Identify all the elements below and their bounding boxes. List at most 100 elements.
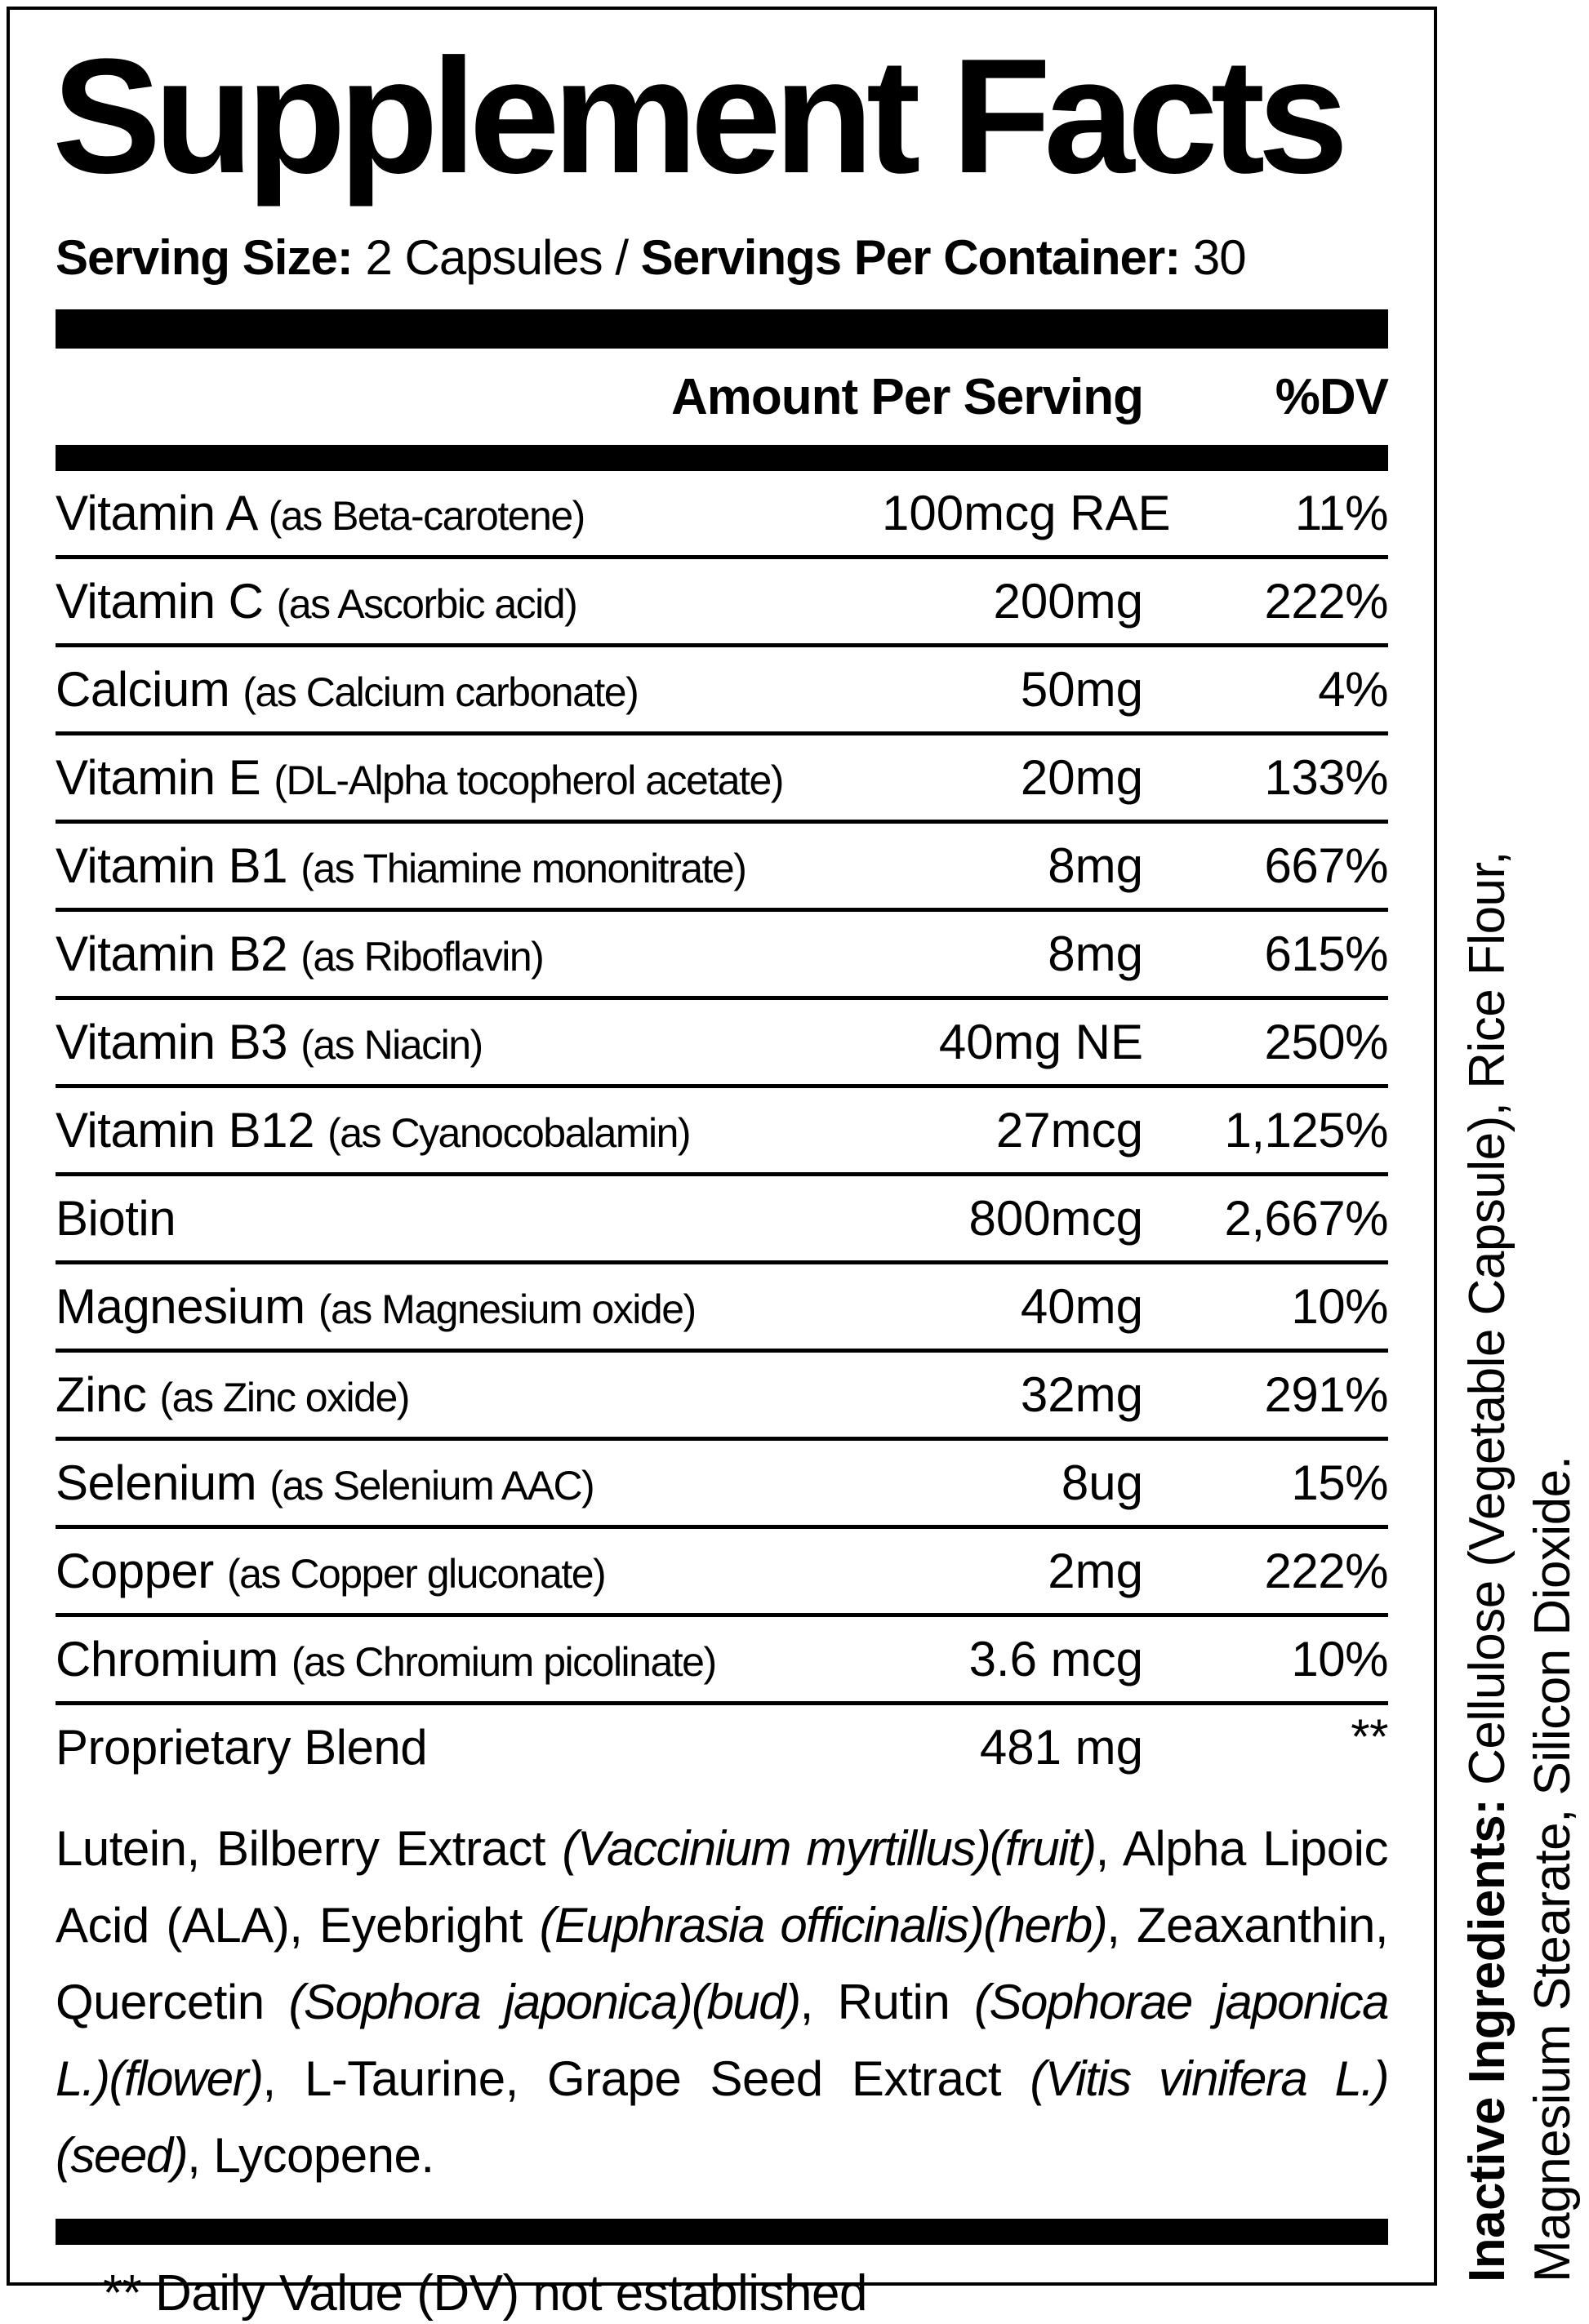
blend-segment-latin: (Euphrasia officinalis)(herb) (539, 1898, 1108, 1953)
table-row: Vitamin B3 (as Niacin) 40mg NE 250% (56, 1000, 1389, 1088)
table-row: Vitamin A (as Beta-carotene) 100mcg RAE … (56, 471, 1389, 559)
nutrient-source: (as Ascorbic acid) (276, 581, 578, 627)
nutrient-dv: 2,667% (1224, 1191, 1389, 1246)
nutrient-dv: 222% (1264, 574, 1389, 629)
panel-title: Supplement Facts (52, 25, 1349, 207)
nutrient-source: (as Copper gluconate) (226, 1551, 607, 1597)
nutrient-name: Magnesium (56, 1279, 305, 1334)
nutrient-amount: 40mg NE (938, 1015, 1143, 1069)
nutrient-amount: 8mg (1048, 926, 1143, 981)
blend-segment-latin: (Vaccinium myrtillus)(fruit) (562, 1821, 1097, 1876)
divider-bar-footnote (56, 2219, 1388, 2245)
nutrient-source: (as Selenium AAC) (269, 1463, 594, 1509)
nutrient-name: Zinc (56, 1367, 147, 1422)
nutrient-name: Vitamin A (56, 486, 256, 540)
nutrient-amount: 3.6 mcg (968, 1632, 1143, 1686)
blend-segment: , Zeaxanthin, Quercetin (56, 1898, 1389, 2029)
nutrient-dv: 133% (1264, 750, 1389, 805)
table-row: Vitamin B2 (as Riboflavin) 8mg 615% (56, 912, 1389, 1000)
nutrient-amount: 20mg (1020, 750, 1143, 805)
nutrient-name: Vitamin B3 (56, 1015, 288, 1069)
nutrient-name: Vitamin B1 (56, 838, 288, 893)
nutrient-name: Proprietary Blend (56, 1720, 428, 1775)
nutrient-dv: 15% (1291, 1455, 1388, 1510)
blend-segment: , Rutin (799, 1975, 974, 2029)
serving-separator: / (602, 230, 641, 285)
nutrient-dv: 4% (1318, 662, 1388, 717)
table-row: Vitamin B1 (as Thiamine mononitrate) 8mg… (56, 824, 1389, 912)
nutrient-source: (as Niacin) (300, 1022, 483, 1068)
inactive-ingredients-line2: Magnesium Stearate, Silicon Dioxide. (1524, 1455, 1581, 2282)
table-row: Magnesium (as Magnesium oxide) 40mg 10% (56, 1264, 1389, 1353)
nutrient-amount: 40mg (1020, 1279, 1143, 1334)
nutrient-amount: 8mg (1048, 838, 1143, 893)
nutrient-dv: 615% (1264, 926, 1389, 981)
table-header: Amount Per Serving %DV (56, 349, 1389, 445)
table-row: Vitamin B12 (as Cyanocobalamin) 27mcg 1,… (56, 1088, 1389, 1176)
nutrient-source: (DL-Alpha tocopherol acetate) (274, 758, 784, 803)
inactive-ingredients-vertical: Inactive Ingredients: Cellulose (Vegetab… (1455, 405, 1586, 2282)
table-row: Vitamin C (as Ascorbic acid) 200mg 222% (56, 559, 1389, 647)
serving-info-line: Serving Size: 2 Capsules / Servings Per … (56, 227, 1388, 288)
nutrient-dv: 222% (1264, 1544, 1389, 1598)
nutrient-name: Vitamin E (56, 750, 261, 805)
percent-dv-header: %DV (1275, 368, 1389, 425)
nutrient-source: (as Riboflavin) (300, 934, 545, 980)
nutrient-source: (as Magnesium oxide) (318, 1286, 697, 1332)
nutrient-amount: 8ug (1061, 1455, 1143, 1510)
blend-segment-latin: (Sophorae japonica L.)(flower) (56, 1975, 1390, 2106)
supplement-facts-panel: Supplement Facts Serving Size: 2 Capsule… (7, 7, 1437, 2322)
serving-size-value: 2 Capsules (365, 230, 603, 285)
nutrient-name: Vitamin C (56, 574, 264, 629)
nutrient-amount: 200mg (993, 574, 1143, 629)
nutrient-dv: ** (1351, 1709, 1388, 1764)
blend-segment: , L-Taurine, Grape Seed Extract (262, 2051, 1030, 2106)
daily-value-footnote: ** Daily Value (DV) not established (103, 2265, 867, 2322)
nutrient-name: Selenium (56, 1455, 257, 1510)
nutrient-amount: 481 mg (979, 1720, 1143, 1775)
nutrient-name: Biotin (56, 1191, 176, 1246)
nutrient-name: Vitamin B2 (56, 926, 288, 981)
nutrient-source: (as Beta-carotene) (268, 493, 586, 539)
nutrient-name: Copper (56, 1544, 214, 1598)
blend-segment: , Alpha Lipoic Acid (ALA), Eyebright (56, 1821, 1388, 1953)
blend-segment: , Lycopene. (187, 2128, 434, 2183)
nutrient-amount: 27mcg (995, 1103, 1143, 1158)
table-row: Zinc (as Zinc oxide) 32mg 291% (56, 1353, 1389, 1441)
nutrient-name: Chromium (56, 1632, 278, 1686)
table-row: Copper (as Copper gluconate) 2mg 222% (56, 1529, 1389, 1617)
nutrient-amount: 100mcg RAE (882, 486, 1171, 540)
divider-bar-top (56, 309, 1388, 349)
nutrient-dv: 1,125% (1224, 1103, 1389, 1158)
table-row: Biotin 800mcg 2,667% (56, 1176, 1389, 1264)
nutrient-dv: 10% (1291, 1632, 1388, 1686)
blend-segment-latin: (Vitis vinifera L.)(seed) (56, 2051, 1390, 2183)
nutrient-amount: 800mcg (968, 1191, 1143, 1246)
nutrient-dv: 11% (1294, 486, 1389, 540)
nutrient-amount: 32mg (1020, 1367, 1143, 1422)
nutrient-table: Vitamin A (as Beta-carotene) 100mcg RAE … (56, 471, 1389, 1789)
serving-size-label: Serving Size: (56, 230, 366, 285)
inactive-ingredients-line1-text: Cellulose (Vegetable Capsule), Rice Flou… (1459, 851, 1516, 1785)
nutrient-dv: 291% (1264, 1367, 1389, 1422)
inactive-ingredients-label: Inactive Ingredients: (1459, 1784, 1516, 2282)
nutrient-dv: 667% (1264, 838, 1389, 893)
table-row: Chromium (as Chromium picolinate) 3.6 mc… (56, 1617, 1389, 1705)
nutrient-source: (as Thiamine mononitrate) (300, 846, 747, 891)
table-row: Selenium (as Selenium AAC) 8ug 15% (56, 1441, 1389, 1529)
nutrient-amount: 2mg (1048, 1544, 1143, 1598)
servings-per-container-label: Servings Per Container: (640, 230, 1193, 285)
nutrient-amount: 50mg (1020, 662, 1143, 717)
nutrient-source: (as Zinc oxide) (159, 1375, 411, 1420)
nutrient-dv: 250% (1264, 1015, 1389, 1069)
table-row: Vitamin E (DL-Alpha tocopherol acetate) … (56, 735, 1389, 824)
inactive-ingredients-line1: Inactive Ingredients: Cellulose (Vegetab… (1455, 405, 1520, 2282)
divider-bar-header (56, 445, 1388, 471)
nutrient-source: (as Calcium carbonate) (243, 669, 639, 715)
nutrient-dv: 10% (1291, 1279, 1388, 1334)
table-row: Proprietary Blend 481 mg ** (56, 1705, 1389, 1789)
nutrient-source: (as Cyanocobalamin) (327, 1110, 691, 1156)
nutrient-name: Calcium (56, 662, 230, 717)
table-row: Calcium (as Calcium carbonate) 50mg 4% (56, 647, 1389, 735)
nutrient-name: Vitamin B12 (56, 1103, 314, 1158)
